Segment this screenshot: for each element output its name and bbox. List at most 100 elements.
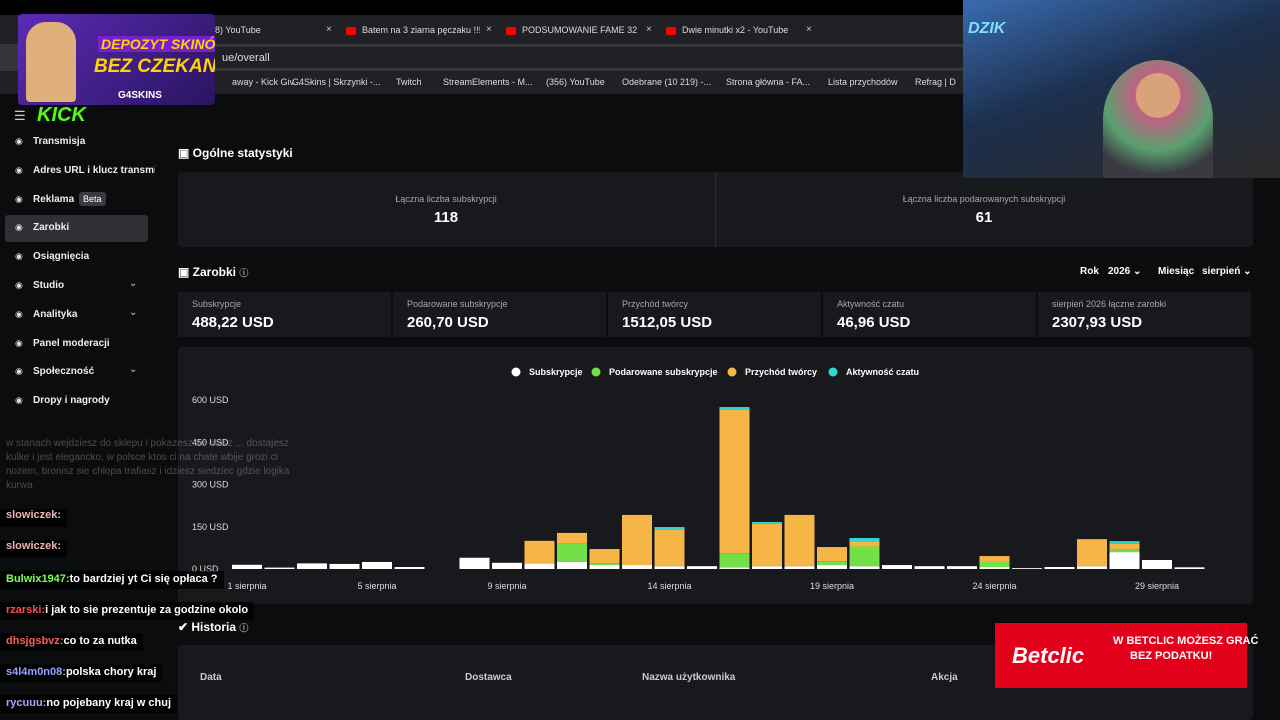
bar-segment	[719, 567, 750, 569]
legend-marker	[727, 367, 737, 377]
bar-segment	[232, 564, 262, 569]
chat-text: to bardziej yt Ci się opłaca ?	[69, 573, 218, 585]
bookmark[interactable]: Strona główna - FA...	[726, 77, 811, 87]
bar-segment	[817, 561, 847, 566]
bar-segment	[817, 547, 847, 562]
bookmark[interactable]: StreamElements - M...	[443, 77, 533, 87]
address-field[interactable]	[170, 47, 970, 68]
legend-marker	[591, 367, 601, 377]
x-tick-label: 24 sierpnia	[972, 581, 1016, 591]
nav-item[interactable]: ◉ Osiągnięcia	[5, 244, 148, 271]
bar-segment	[362, 561, 392, 569]
nav-item[interactable]: ◉ Reklama Beta	[5, 187, 148, 214]
tab-close[interactable]: ×	[646, 24, 652, 35]
bar-segment	[459, 557, 490, 569]
x-tick-label: 19 sierpnia	[810, 581, 854, 591]
chat-user: rycuuu:	[6, 697, 47, 709]
month-label: Miesiąc	[1158, 266, 1195, 277]
nav-icon: ◉	[15, 395, 23, 406]
bar-segment	[849, 538, 880, 542]
bar-segment	[589, 549, 620, 564]
card-label: Aktywność czatu	[837, 299, 905, 309]
earnings-card: Przychód twórcy 1512,05 USD	[608, 292, 821, 337]
bookmark[interactable]: Lista przychodów	[828, 77, 898, 87]
bookmark[interactable]: away - Kick Giv...	[232, 77, 301, 87]
year-select[interactable]: 2026 ⌄	[1108, 266, 1142, 277]
bookmark[interactable]: Refrag | D	[915, 77, 956, 87]
bookmark[interactable]: (356) YouTube	[546, 77, 605, 87]
bar-segment	[557, 543, 587, 562]
nav-label: Dropy i nagrody	[33, 395, 110, 407]
nav-label: Panel moderacji	[33, 337, 110, 349]
card-value: 2307,93 USD	[1052, 314, 1143, 331]
bar-segment	[752, 521, 782, 524]
bar-segment	[719, 553, 750, 568]
nav-item[interactable]: ◉ Dropy i nagrody	[5, 388, 148, 415]
earnings-card: sierpień 2026 łączne zarobki 2307,93 USD	[1038, 292, 1251, 337]
bar-segment	[524, 563, 555, 569]
bar-segment	[687, 566, 717, 569]
menu-icon[interactable]: ☰	[14, 108, 26, 123]
stat-value: 61	[975, 209, 993, 226]
tab[interactable]: PODSUMOWANIE FAME 32 (DC ×	[500, 19, 658, 44]
webcam: DZIK	[963, 0, 1280, 178]
bookmark[interactable]: Odebrane (10 219) -...	[622, 77, 712, 87]
legend-label: Podarowane subskrypcje	[609, 367, 718, 377]
month-select[interactable]: sierpień ⌄	[1202, 266, 1252, 277]
bar-segment	[654, 566, 685, 569]
tab-title: PODSUMOWANIE FAME 32 (DC	[522, 25, 640, 35]
card-label: Subskrypcje	[192, 299, 242, 309]
nav-label: Społeczność	[33, 366, 95, 378]
title: Zarobki	[192, 265, 237, 279]
nav-item[interactable]: ◉ Adres URL i klucz transmisji	[5, 158, 155, 185]
bar-segment	[1012, 568, 1042, 569]
chat-row: rycuuu:no pojebany kraj w chuj	[0, 695, 178, 713]
y-tick-label: 600 USD	[192, 395, 229, 405]
bar-segment	[979, 561, 1010, 568]
badge: Beta	[79, 191, 106, 206]
tab-close[interactable]: ×	[486, 24, 492, 35]
x-tick-label: 29 sierpnia	[1135, 581, 1179, 591]
nav-item[interactable]: ◉ Studio ⌄	[5, 273, 148, 300]
chat-message: w stanach wejdziesz do sklepu i pokazesz…	[6, 438, 290, 491]
ad-line: BEZ PODATKU!	[1130, 650, 1213, 662]
nav-label: Reklama	[33, 193, 75, 205]
tab[interactable]: Dwie minutki x2 - YouTube ×	[660, 19, 818, 44]
nav-item[interactable]: ◉ Zarobki	[5, 215, 148, 243]
tab-icon	[346, 27, 356, 35]
tab-close[interactable]: ×	[326, 24, 332, 35]
chat-user: rzarski:	[6, 604, 46, 616]
tab[interactable]: Batem na 3 ziarna pęczaku !!! L ×	[340, 19, 498, 44]
nav-item[interactable]: ◉ Transmisja	[5, 129, 148, 156]
nav-icon: ◉	[15, 136, 23, 146]
chat-row: slowiczek:	[0, 540, 68, 558]
column-header: Dostawca	[465, 672, 512, 683]
nav-label: Transmisja	[33, 136, 86, 147]
bar-segment	[979, 567, 1010, 569]
bar-segment	[1044, 567, 1075, 569]
year: 2026	[1108, 266, 1131, 277]
bookmark[interactable]: Twitch	[396, 77, 422, 87]
nav-item[interactable]: ◉ Panel moderacji	[5, 331, 148, 358]
bookmarks-bar: away - Kick Giv... G4Skins | Skrzynki -..…	[0, 71, 1280, 94]
chat-user: dhsjgsbvz:	[6, 635, 64, 647]
betclic-ad[interactable]: Betclic W BETCLIC MOŻESZ GRAĆ BEZ PODATK…	[995, 623, 1258, 688]
logo[interactable]: KICK	[37, 104, 86, 126]
tab-close[interactable]: ×	[806, 24, 812, 35]
ad-line: DEPOZYT SKINÓW	[98, 36, 215, 52]
bar-segment	[849, 541, 880, 547]
title: Historia	[191, 620, 237, 634]
bar-segment	[524, 540, 555, 564]
chat-text: i jak to sie prezentuje za godzine okolo	[45, 604, 249, 616]
stat-label: Łączna liczba podarowanych subskrypcji	[902, 194, 1066, 204]
nav-item[interactable]: ◉ Społeczność ⌄	[5, 359, 148, 386]
chat-user: slowiczek:	[6, 540, 62, 552]
earnings-card: Podarowane subskrypcje 260,70 USD	[393, 292, 606, 337]
nav-icon: ◉	[15, 280, 23, 290]
bar-segment	[1109, 552, 1140, 569]
bookmark[interactable]: G4Skins | Skrzynki -...	[292, 77, 381, 87]
nav-icon: ◉	[15, 366, 23, 377]
chat-row: rzarski:i jak to sie prezentuje za godzi…	[0, 602, 255, 620]
nav-item[interactable]: ◉ Analityka ⌄	[5, 302, 148, 329]
